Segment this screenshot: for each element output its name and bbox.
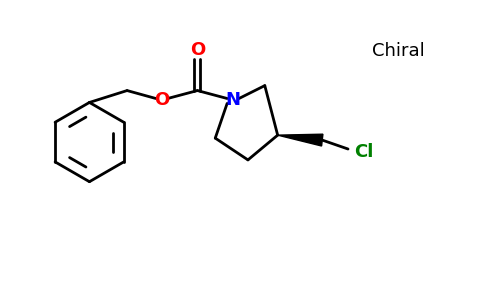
Text: Cl: Cl [354,143,373,161]
Text: N: N [226,92,241,110]
Polygon shape [278,134,323,146]
Text: O: O [154,92,169,110]
Text: O: O [190,41,205,59]
Text: Chiral: Chiral [372,42,425,60]
